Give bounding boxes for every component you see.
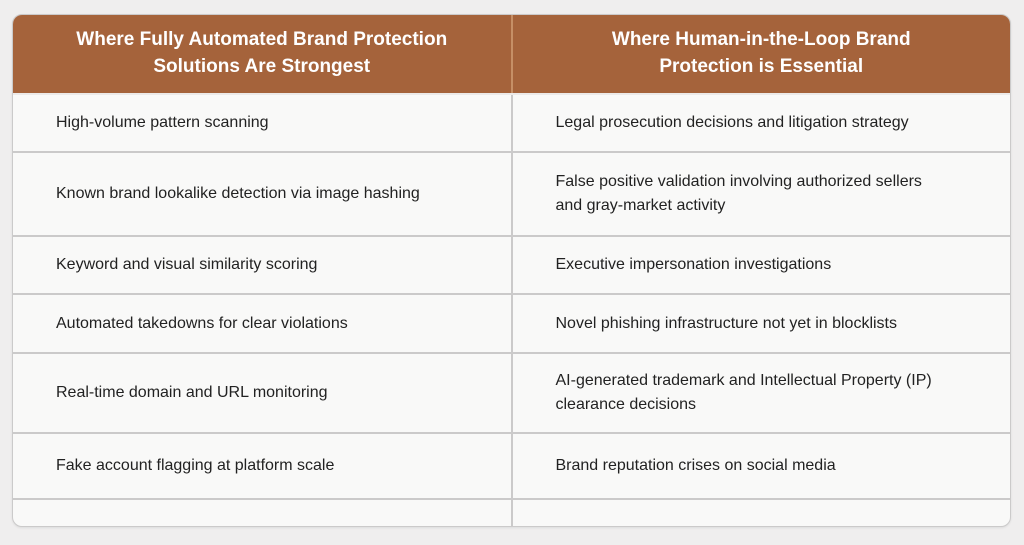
table-header-row: Where Fully Automated Brand Protection S… (13, 15, 1010, 93)
table-cell-left: Automated takedowns for clear violations (13, 295, 513, 352)
table-cell-left: Real-time domain and URL monitoring (13, 354, 513, 432)
table-cell-right: AI-generated trademark and Intellectual … (555, 372, 932, 413)
header-cell-automated: Where Fully Automated Brand Protection S… (13, 15, 513, 93)
table-cell-left: Keyword and visual similarity scoring (13, 237, 513, 293)
table-row: Automated takedowns for clear violations… (13, 293, 1010, 352)
header-cell-human-in-the-loop: Where Human-in-the-Loop Brand Protection… (611, 29, 911, 77)
table-row: Keyword and visual similarity scoring Ex… (13, 235, 1010, 293)
table-cell-left (13, 500, 513, 526)
table-cell-left: Fake account flagging at platform scale (13, 434, 513, 498)
table-row: Fake account flagging at platform scale … (13, 432, 1010, 498)
table-row: Real-time domain and URL monitoring AI-g… (13, 352, 1010, 432)
table-cell-left: High-volume pattern scanning (13, 95, 513, 151)
comparison-table: Where Fully Automated Brand Protection S… (12, 14, 1011, 527)
table-row-empty (13, 498, 1011, 526)
table-cell-right (513, 500, 1011, 526)
table-cell-left: Known brand lookalike detection via imag… (13, 153, 513, 235)
table-row: High-volume pattern scanning Legal prose… (13, 93, 1010, 151)
table-cell-right: False positive validation involving auth… (555, 173, 922, 214)
table-cell-right: Novel phishing infrastructure not yet in… (555, 314, 898, 332)
table-cell-right: Executive impersonation investigations (555, 256, 832, 273)
table-cell-right: Legal prosecution decisions and litigati… (555, 114, 909, 131)
table-row: Known brand lookalike detection via imag… (13, 151, 1010, 235)
table-cell-right: Brand reputation crises on social media (555, 457, 836, 474)
